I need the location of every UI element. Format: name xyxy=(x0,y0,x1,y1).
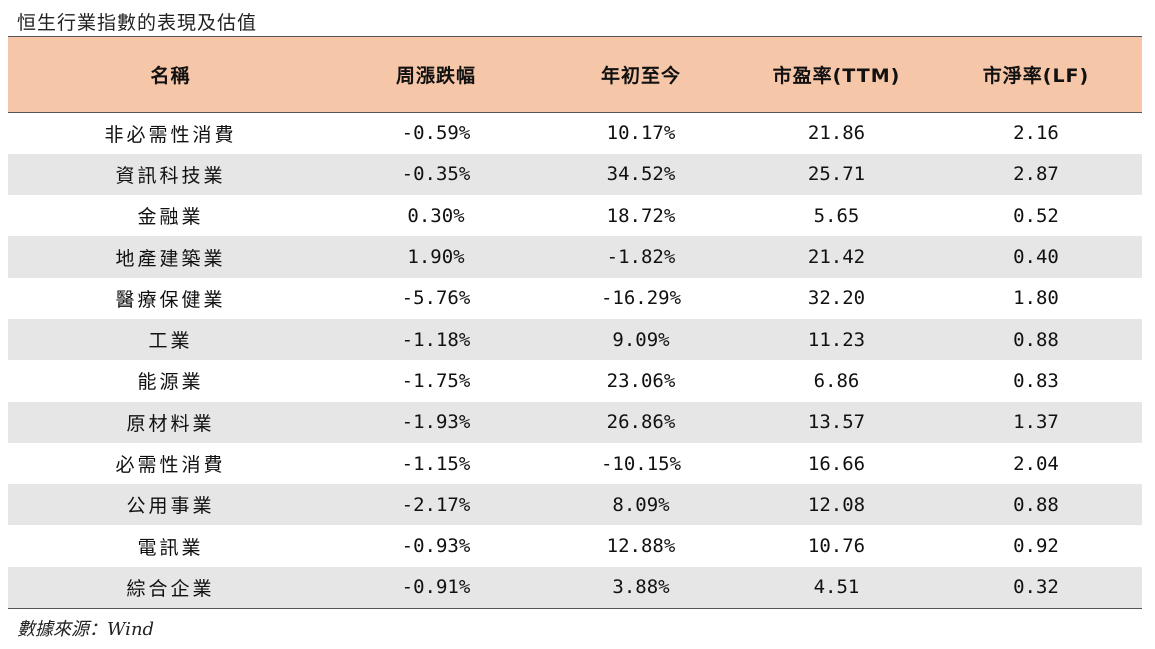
cell-name: 能源業 xyxy=(137,371,204,394)
cell-weekly-change: -0.93% xyxy=(401,535,471,558)
header-ytd: 年初至今 xyxy=(600,65,681,87)
cell-name: 醫療保健業 xyxy=(115,288,226,311)
table-row: 資訊科技業 -0.35% 34.52% 25.71 2.87 xyxy=(8,153,1142,196)
table-row: 地產建築業 1.90% -1.82% 21.42 0.40 xyxy=(8,236,1142,278)
cell-ytd: 34.52% xyxy=(606,163,676,186)
cell-ytd: -10.15% xyxy=(600,452,682,475)
cell-pb-lf: 0.92 xyxy=(1013,535,1059,558)
cell-pe-ttm: 32.20 xyxy=(807,287,866,310)
cell-pb-lf: 2.16 xyxy=(1013,122,1059,145)
source-note: 數據來源：Wind xyxy=(17,619,155,640)
cell-pb-lf: 0.52 xyxy=(1013,204,1059,227)
table-row: 公用事業 -2.17% 8.09% 12.08 0.88 xyxy=(8,484,1142,526)
cell-ytd: 26.86% xyxy=(606,411,676,434)
table-row: 工業 -1.18% 9.09% 11.23 0.88 xyxy=(8,318,1142,361)
cell-pb-lf: 0.40 xyxy=(1013,246,1059,269)
header-name: 名稱 xyxy=(150,65,191,87)
header-weekly-change: 周漲跌幅 xyxy=(395,65,476,87)
table-row: 非必需性消費 -0.59% 10.17% 21.86 2.16 xyxy=(8,113,1142,154)
cell-name: 原材料業 xyxy=(126,412,215,435)
cell-name: 綜合企業 xyxy=(8,566,333,609)
cell-ytd: 10.17% xyxy=(606,122,676,145)
cell-pe-ttm: 13.57 xyxy=(807,411,866,434)
header-pb-lf: 市淨率(LF) xyxy=(982,65,1090,87)
cell-pb-lf: 0.83 xyxy=(1013,369,1059,392)
cell-weekly-change: -0.35% xyxy=(401,163,471,186)
cell-weekly-change: -0.59% xyxy=(401,122,471,145)
cell-pb-lf: 1.37 xyxy=(1013,411,1059,434)
cell-name: 必需性消費 xyxy=(115,454,226,477)
cell-weekly-change: -1.18% xyxy=(401,328,471,351)
cell-pb-lf: 2.04 xyxy=(1013,452,1059,475)
cell-ytd: 9.09% xyxy=(612,328,670,351)
cell-weekly-change: -1.75% xyxy=(401,369,471,392)
cell-pb-lf: 1.80 xyxy=(1013,287,1059,310)
table-row: 綜合企業 -0.91% 3.88% 4.51 0.32 xyxy=(8,566,1142,609)
cell-weekly-change: 0.30% xyxy=(407,204,465,227)
table-row: 能源業 -1.75% 23.06% 6.86 0.83 xyxy=(8,360,1142,401)
cell-pe-ttm: 11.23 xyxy=(807,328,866,351)
cell-name: 非必需性消費 xyxy=(104,123,237,146)
cell-pe-ttm: 12.08 xyxy=(807,493,866,516)
cell-ytd: 23.06% xyxy=(606,369,676,392)
cell-pe-ttm: 16.66 xyxy=(807,452,866,475)
cell-ytd: 18.72% xyxy=(606,204,676,227)
cell-pe-ttm: 5.65 xyxy=(813,204,860,227)
cell-ytd: 12.88% xyxy=(606,535,676,558)
cell-name: 地產建築業 xyxy=(115,247,226,270)
table-header-row: 名稱 周漲跌幅 年初至今 市盈率(TTM) 市淨率(LF) xyxy=(8,36,1142,113)
cell-name: 資訊科技業 xyxy=(115,164,226,187)
cell-name: 公用事業 xyxy=(126,495,215,518)
cell-pb-lf: 0.88 xyxy=(1013,493,1059,516)
cell-name: 工業 xyxy=(148,330,193,353)
cell-pb-lf: 0.32 xyxy=(930,566,1142,609)
table-row: 必需性消費 -1.15% -10.15% 16.66 2.04 xyxy=(8,443,1142,484)
table-row: 醫療保健業 -5.76% -16.29% 32.20 1.80 xyxy=(8,278,1142,319)
cell-ytd: -16.29% xyxy=(600,287,682,310)
cell-pe-ttm: 21.86 xyxy=(807,122,866,145)
cell-pe-ttm: 25.71 xyxy=(807,163,866,186)
cell-pb-lf: 2.87 xyxy=(1013,163,1059,186)
table-row: 電訊業 -0.93% 12.88% 10.76 0.92 xyxy=(8,525,1142,566)
page-title: 恒生行業指數的表現及估值 xyxy=(17,12,258,34)
cell-pb-lf: 0.88 xyxy=(1013,328,1059,351)
cell-name: 金融業 xyxy=(137,206,204,229)
cell-weekly-change: -0.91% xyxy=(333,566,539,609)
cell-pe-ttm: 21.42 xyxy=(807,246,866,269)
cell-weekly-change: 1.90% xyxy=(407,246,465,269)
table-row: 金融業 0.30% 18.72% 5.65 0.52 xyxy=(8,195,1142,236)
cell-ytd: 8.09% xyxy=(612,493,670,516)
cell-pe-ttm: 4.51 xyxy=(743,566,930,609)
cell-ytd: 3.88% xyxy=(539,566,743,609)
industry-index-table: 名稱 周漲跌幅 年初至今 市盈率(TTM) 市淨率(LF) 非必需性消費 -0.5… xyxy=(8,36,1142,609)
cell-pe-ttm: 6.86 xyxy=(813,369,860,392)
cell-weekly-change: -5.76% xyxy=(401,287,471,310)
cell-ytd: -1.82% xyxy=(606,246,676,269)
cell-weekly-change: -2.17% xyxy=(401,493,471,516)
table-row: 原材料業 -1.93% 26.86% 13.57 1.37 xyxy=(8,401,1142,443)
cell-weekly-change: -1.93% xyxy=(401,411,471,434)
cell-weekly-change: -1.15% xyxy=(401,452,471,475)
cell-name: 電訊業 xyxy=(137,536,204,559)
cell-pe-ttm: 10.76 xyxy=(807,535,866,558)
header-pe-ttm: 市盈率(TTM) xyxy=(772,65,901,87)
